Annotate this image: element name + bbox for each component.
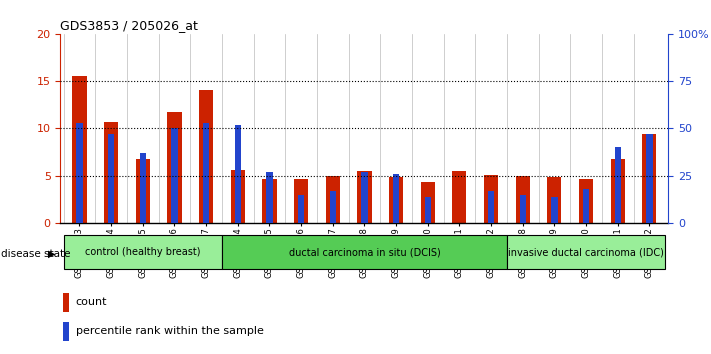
Bar — [222, 235, 507, 269]
Bar — [393, 174, 399, 223]
Bar — [136, 159, 150, 223]
Bar — [357, 171, 372, 223]
Text: invasive ductal carcinoma (IDC): invasive ductal carcinoma (IDC) — [508, 247, 664, 257]
Bar — [389, 177, 403, 223]
Text: ductal carcinoma in situ (DCIS): ductal carcinoma in situ (DCIS) — [289, 247, 440, 257]
Bar — [551, 196, 557, 223]
Bar — [108, 134, 114, 223]
Bar — [266, 172, 272, 223]
Text: count: count — [75, 297, 107, 307]
Bar — [171, 128, 178, 223]
Bar — [611, 159, 625, 223]
Bar — [203, 122, 209, 223]
Bar — [73, 76, 87, 223]
Text: ▶: ▶ — [48, 249, 55, 259]
Bar — [294, 178, 308, 223]
Bar — [614, 147, 621, 223]
Bar — [642, 134, 656, 223]
Bar — [63, 235, 222, 269]
Bar — [488, 191, 494, 223]
Bar — [547, 177, 562, 223]
Bar — [579, 179, 593, 223]
Text: GDS3853 / 205026_at: GDS3853 / 205026_at — [60, 19, 198, 33]
Bar — [646, 134, 653, 223]
Bar — [199, 90, 213, 223]
Bar — [262, 178, 277, 223]
Bar — [104, 122, 118, 223]
Bar — [326, 176, 340, 223]
Bar — [507, 235, 665, 269]
Text: disease state: disease state — [1, 249, 70, 259]
Text: control (healthy breast): control (healthy breast) — [85, 247, 201, 257]
Bar — [484, 175, 498, 223]
Bar — [520, 195, 526, 223]
Bar — [424, 196, 431, 223]
Bar — [167, 112, 181, 223]
Bar — [452, 171, 466, 223]
Bar — [361, 172, 368, 223]
Bar — [583, 189, 589, 223]
Bar — [515, 176, 530, 223]
Bar — [76, 122, 82, 223]
Bar — [298, 195, 304, 223]
Bar — [330, 191, 336, 223]
Bar — [63, 322, 68, 341]
Bar — [63, 293, 68, 312]
Text: percentile rank within the sample: percentile rank within the sample — [75, 326, 264, 336]
Bar — [230, 170, 245, 223]
Bar — [139, 153, 146, 223]
Bar — [421, 182, 435, 223]
Bar — [235, 125, 241, 223]
